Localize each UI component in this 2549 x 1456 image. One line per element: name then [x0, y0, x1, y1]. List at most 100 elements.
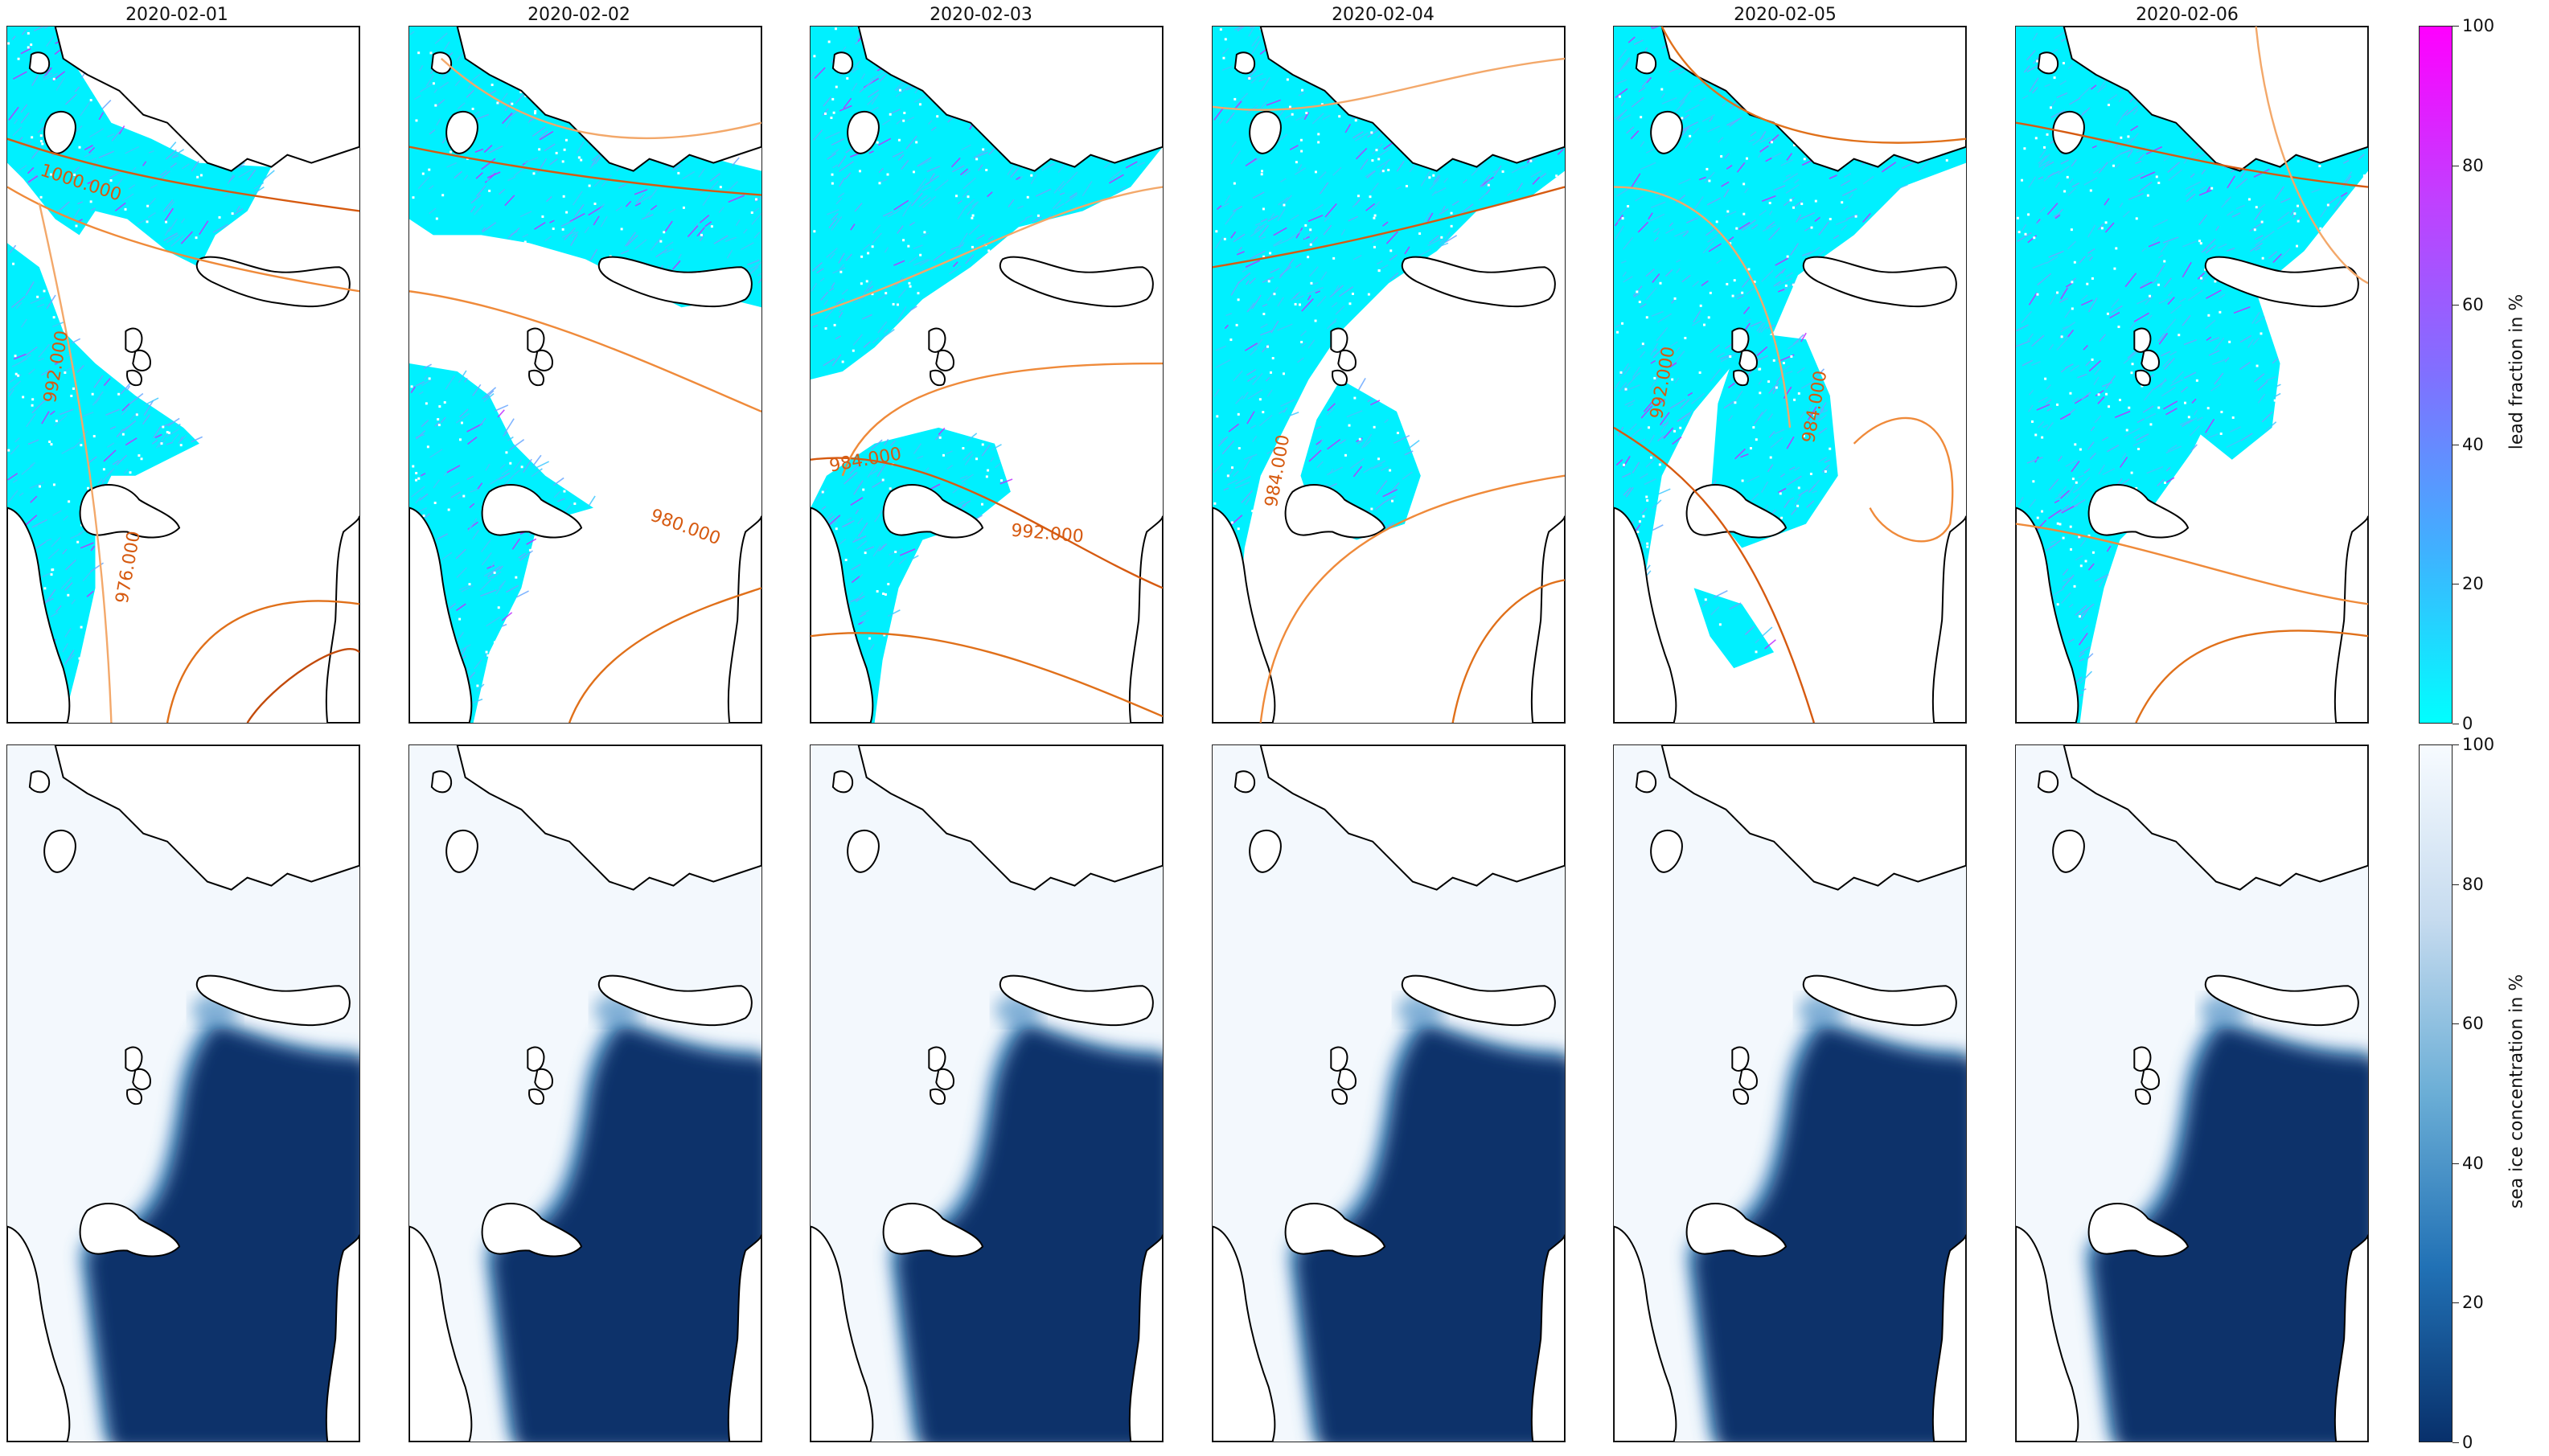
- isobar-5: [246, 648, 359, 723]
- coastline-isl3: [928, 327, 946, 353]
- coastline-lcoast: [1213, 1225, 1276, 1442]
- ice-tick-80: 80: [2453, 875, 2484, 894]
- coastline-isl6: [2087, 1203, 2190, 1257]
- isobar-2: [7, 186, 359, 293]
- date-title-4: 2020-02-04: [1332, 5, 1435, 25]
- coastline-north: [54, 745, 359, 891]
- coastline-rcoast: [1128, 1234, 1163, 1442]
- sea-ice-map-3: [810, 744, 1164, 1442]
- isobar-3: [1213, 57, 1565, 111]
- coastline-north: [857, 745, 1163, 891]
- lead-fraction-map-5: 992.000 984.000: [1613, 26, 1967, 724]
- coastline-north: [857, 27, 1163, 172]
- coastline-north: [2063, 745, 2368, 891]
- coastline-isl2: [1233, 770, 1256, 794]
- coastline-isl4: [132, 349, 151, 371]
- lead-fraction-field: [409, 27, 761, 723]
- isobar-3: [1614, 186, 1792, 428]
- coastline-isl6: [1685, 484, 1788, 539]
- isobar-1: [2016, 121, 2368, 188]
- open-water: [1695, 1026, 1966, 1442]
- coastline-pen: [1401, 974, 1556, 1027]
- coastline-rcoast: [1530, 1234, 1565, 1442]
- coastline-isl1: [847, 829, 880, 873]
- date-title-3: 2020-02-03: [930, 5, 1032, 25]
- coastline-pen: [2204, 974, 2359, 1027]
- isobar-2: [409, 290, 761, 412]
- open-water: [898, 1026, 1163, 1442]
- coastline-isl4: [1738, 1068, 1758, 1090]
- coastline-isl1: [1650, 829, 1683, 873]
- coastline-north: [1660, 745, 1966, 891]
- coastline-rcoast: [1931, 515, 1966, 723]
- lead-tick-80: 80: [2453, 156, 2484, 175]
- date-title-1: 2020-02-01: [125, 5, 228, 25]
- coastline-isl6: [79, 484, 181, 539]
- coastline-isl4: [534, 1068, 553, 1090]
- coastline-pen: [2204, 256, 2359, 308]
- lead-region-1: [1614, 27, 1966, 723]
- coastline-isl6: [1284, 484, 1386, 539]
- ice-tick-20: 20: [2453, 1293, 2484, 1312]
- pressure-contours: [409, 58, 761, 723]
- isobar-2: [1259, 474, 1565, 723]
- coastline-isl5: [930, 369, 946, 387]
- coastline-pen: [597, 256, 753, 308]
- coastline-isl2: [1635, 51, 1657, 75]
- coastline-rcoast: [1530, 515, 1565, 723]
- coastline-isl4: [2141, 349, 2160, 371]
- sea-ice-map-6: [2015, 744, 2369, 1442]
- open-water: [1297, 1026, 1565, 1442]
- ice-tick-60: 60: [2453, 1014, 2484, 1033]
- date-title-5: 2020-02-05: [1734, 5, 1837, 25]
- pressure-contours: [1614, 27, 1966, 723]
- coastline-north: [456, 27, 761, 172]
- coastline-rcoast: [2334, 515, 2368, 723]
- lead-region-1: [7, 27, 272, 268]
- lead-fraction-colorbar: [2419, 26, 2453, 724]
- isobar-3: [811, 186, 1163, 317]
- ice-tick-100: 100: [2452, 735, 2495, 754]
- coastline-pen: [195, 974, 351, 1027]
- lead-colorbar-label: lead fraction in %: [2506, 293, 2527, 450]
- coastline-isl2: [1233, 51, 1256, 75]
- coastline-isl2: [430, 51, 453, 75]
- coastline-pen: [999, 256, 1154, 308]
- coastline-lcoast: [1213, 507, 1276, 723]
- coastline-isl4: [2141, 1068, 2160, 1090]
- lead-region-2: [409, 363, 593, 723]
- coastline-isl3: [928, 1046, 946, 1072]
- coastline-isl5: [1332, 369, 1348, 387]
- lead-tick-60: 60: [2453, 295, 2484, 314]
- coastline-isl4: [1738, 349, 1758, 371]
- lead-fraction-map-1: 1000.000 992.000 976.000: [6, 26, 360, 724]
- coastline-lcoast: [811, 507, 874, 723]
- coastline-isl6: [481, 484, 583, 539]
- coastline-isl3: [2133, 327, 2152, 353]
- coastline-lcoast: [409, 1225, 473, 1442]
- isobar-3: [2255, 27, 2368, 285]
- coastline-isl6: [1685, 1203, 1788, 1257]
- coastline-pen: [1401, 256, 1556, 308]
- coastline-lcoast: [7, 507, 71, 723]
- lead-region-3: [1693, 588, 1775, 669]
- coastline-rcoast: [2334, 1234, 2368, 1442]
- isobar-4: [166, 600, 359, 723]
- coastline-isl1: [445, 829, 478, 873]
- coastline-isl3: [125, 327, 143, 353]
- coastline-north: [2063, 27, 2368, 172]
- coastline-isl3: [1330, 327, 1348, 353]
- isobar-3: [38, 203, 113, 723]
- coastline-pen: [999, 974, 1154, 1027]
- coastline-lcoast: [1614, 1225, 1677, 1442]
- coastline-isl1: [445, 110, 478, 154]
- coastline-isl1: [2052, 829, 2085, 873]
- coastline-lcoast: [2016, 507, 2079, 723]
- coastline-rcoast: [727, 1234, 761, 1442]
- coastline-isl1: [1249, 829, 1282, 873]
- isobar-label: 980.000: [648, 506, 724, 550]
- isobar-1: [811, 457, 1163, 589]
- coastline-isl6: [481, 1203, 583, 1257]
- coastline-rcoast: [325, 515, 359, 723]
- pressure-contours: [7, 137, 359, 723]
